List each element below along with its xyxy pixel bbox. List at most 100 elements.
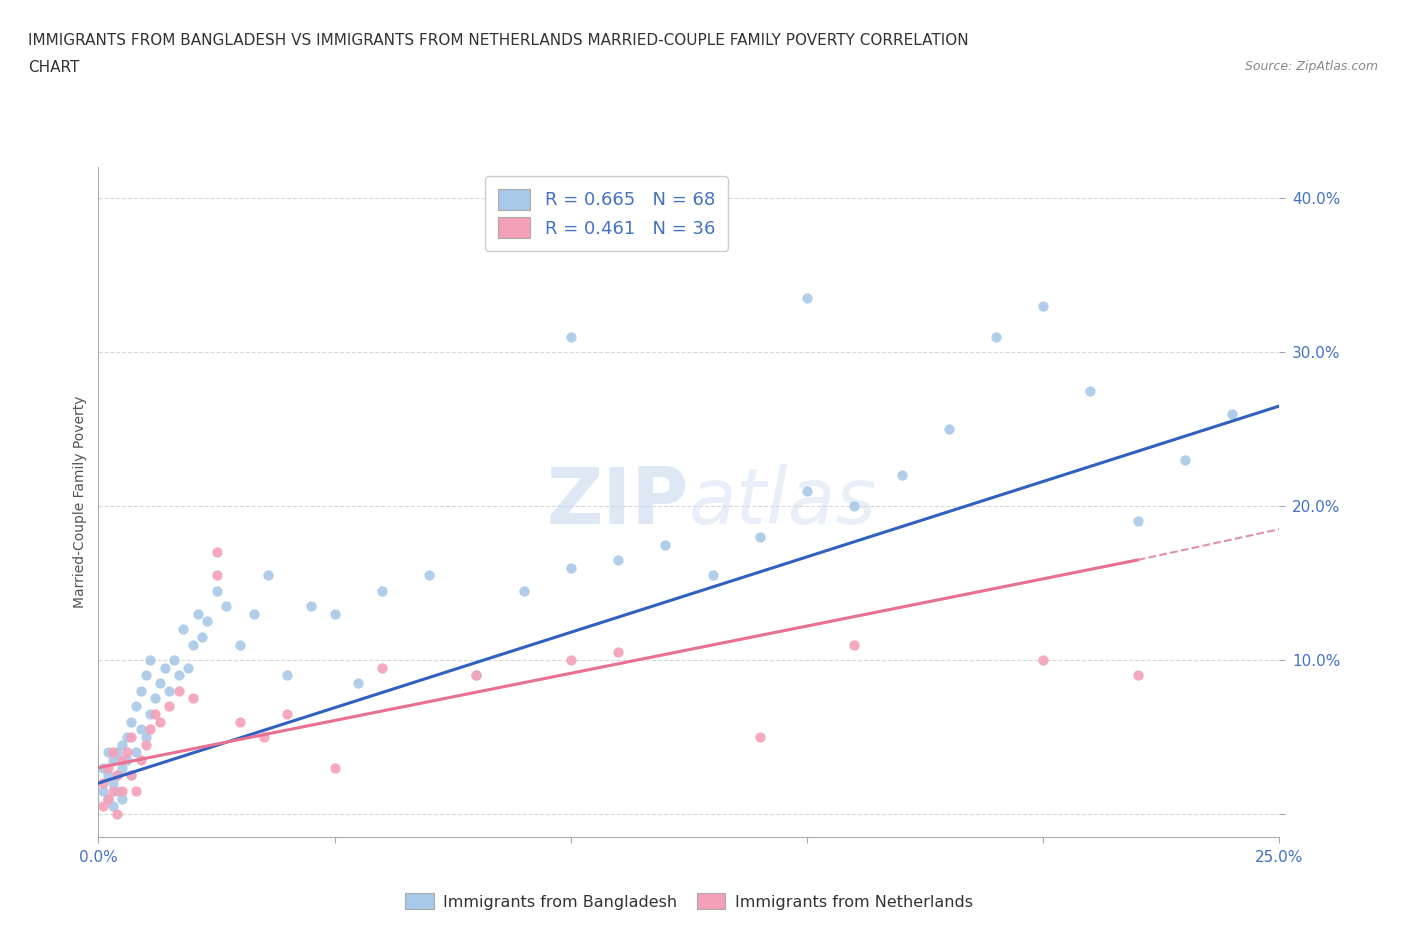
Point [253,729,276,744]
Point [1032,653,1054,668]
Point [215,599,238,614]
Point [163,653,186,668]
Point [149,675,172,690]
Point [1220,406,1243,421]
Point [560,560,582,575]
Point [844,637,866,652]
Point [205,583,228,598]
Point [560,329,582,344]
Point [512,583,534,598]
Point [121,768,143,783]
Point [702,568,724,583]
Point [105,806,128,821]
Text: ZIP: ZIP [547,464,689,540]
Point [149,714,172,729]
Point [125,698,148,713]
Point [418,568,440,583]
Point [465,668,488,683]
Point [111,761,134,776]
Point [139,653,162,668]
Point [1080,383,1102,398]
Point [187,606,209,621]
Point [177,660,200,675]
Point [167,684,190,698]
Point [139,707,162,722]
Point [796,291,818,306]
Point [157,698,180,713]
Point [91,761,114,776]
Point [299,599,322,614]
Point [371,660,394,675]
Point [560,653,582,668]
Point [143,691,166,706]
Point [153,660,176,675]
Point [195,614,218,629]
Point [181,691,204,706]
Point [181,637,204,652]
Point [257,568,280,583]
Point [796,484,818,498]
Point [91,783,114,798]
Point [984,329,1007,344]
Point [167,668,190,683]
Point [844,498,866,513]
Point [1126,514,1149,529]
Point [347,675,370,690]
Point [101,752,124,767]
Point [125,745,148,760]
Point [205,545,228,560]
Point [1126,668,1149,683]
Point [276,707,298,722]
Point [748,729,770,744]
Point [115,745,138,760]
Point [101,799,124,814]
Point [101,745,124,760]
Y-axis label: Married-Couple Family Poverty: Married-Couple Family Poverty [73,396,87,608]
Text: Source: ZipAtlas.com: Source: ZipAtlas.com [1244,60,1378,73]
Point [1032,299,1054,313]
Point [121,714,143,729]
Point [111,783,134,798]
Point [105,768,128,783]
Point [323,761,346,776]
Point [135,729,157,744]
Point [654,538,676,552]
Point [938,421,960,436]
Point [135,737,157,752]
Point [97,761,120,776]
Point [115,729,138,744]
Point [97,768,120,783]
Point [105,745,128,760]
Point [191,630,214,644]
Point [323,606,346,621]
Point [125,783,148,798]
Point [371,583,394,598]
Legend: Immigrants from Bangladesh, Immigrants from Netherlands: Immigrants from Bangladesh, Immigrants f… [398,886,980,916]
Text: CHART: CHART [28,60,80,75]
Point [607,552,630,567]
Point [129,722,152,737]
Point [748,529,770,544]
Point [105,783,128,798]
Point [205,568,228,583]
Point [229,714,252,729]
Text: IMMIGRANTS FROM BANGLADESH VS IMMIGRANTS FROM NETHERLANDS MARRIED-COUPLE FAMILY : IMMIGRANTS FROM BANGLADESH VS IMMIGRANTS… [28,33,969,47]
Point [97,791,120,806]
Point [111,737,134,752]
Point [276,668,298,683]
Point [111,752,134,767]
Point [890,468,912,483]
Point [243,606,266,621]
Point [157,684,180,698]
Point [97,745,120,760]
Point [91,799,114,814]
Point [121,729,143,744]
Point [97,791,120,806]
Point [143,707,166,722]
Point [607,644,630,659]
Point [105,768,128,783]
Point [101,783,124,798]
Point [91,776,114,790]
Point [465,668,488,683]
Point [111,791,134,806]
